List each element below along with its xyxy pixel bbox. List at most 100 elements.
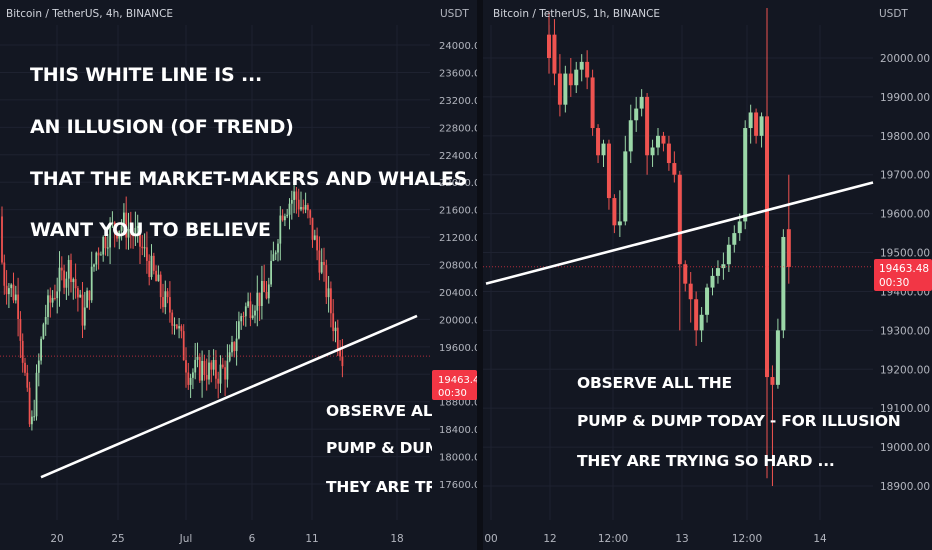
left-candle-body: [88, 290, 91, 301]
left-time-axis[interactable]: 20 25 Jul 6 11 18: [50, 533, 403, 545]
left-candle-body: [1, 216, 3, 263]
right-chart-panel[interactable]: 20000.00 19900.00 19800.00 19700.00 19600.00…: [483, 0, 932, 550]
left-candle-body: [173, 324, 176, 326]
left-candle-body: [102, 236, 105, 255]
left-candle-body: [70, 260, 72, 283]
left-chart-canvas[interactable]: 24000.00 23600.00 23200.00 22800.00 22400.00…: [0, 0, 477, 550]
right-candle-body: [688, 283, 693, 300]
right-trendline[interactable]: [485, 181, 874, 285]
left-candle-body: [109, 223, 111, 248]
left-candle-body: [162, 297, 164, 308]
left-candle-body: [334, 327, 337, 332]
left-candle-body: [254, 310, 256, 316]
left-candle-body: [35, 372, 38, 417]
right-y-tick-label: 19000.00: [880, 442, 930, 454]
left-trendline[interactable]: [40, 314, 418, 479]
left-candle-body: [307, 204, 309, 211]
left-candle-body: [42, 324, 45, 339]
left-candle-body: [341, 356, 344, 367]
left-candle-body: [332, 313, 335, 332]
left-candle-body: [148, 260, 151, 277]
right-candle-body: [596, 128, 601, 156]
right-price-axis[interactable]: 20000.00 19900.00 19800.00 19700.00 19600.00…: [880, 53, 930, 493]
left-candle-body: [169, 297, 171, 313]
right-candle-body: [710, 275, 715, 288]
left-candle-body: [123, 212, 125, 226]
left-candle-body: [267, 284, 270, 299]
right-chart-title: Bitcoin / TetherUS, 1h, BINANCE: [493, 8, 660, 20]
left-price-axis[interactable]: 24000.00 23600.00 23200.00 22800.00 22400.00…: [439, 41, 477, 491]
right-candle-body: [732, 233, 737, 245]
left-candle-body: [164, 291, 167, 308]
left-candle-body: [139, 226, 141, 247]
left-candle-body: [17, 294, 19, 320]
right-x-tick-label: 00: [484, 533, 497, 545]
right-y-tick-label: 19300.00: [880, 325, 930, 337]
right-grid: [483, 25, 873, 520]
left-candle-body: [198, 356, 201, 381]
left-candle-body: [330, 288, 332, 314]
right-candle-body: [781, 236, 786, 331]
left-candle-body: [286, 214, 289, 217]
left-candle-body: [192, 372, 194, 378]
right-chart-canvas[interactable]: 20000.00 19900.00 19800.00 19700.00 19600.00…: [483, 0, 932, 550]
left-candle-body: [247, 301, 249, 307]
left-candle-body: [24, 362, 26, 373]
left-candle-body: [309, 210, 312, 218]
left-currency-label: USDT: [440, 8, 469, 20]
left-candle-body: [224, 367, 226, 380]
left-chart-title: Bitcoin / TetherUS, 4h, BINANCE: [6, 8, 173, 20]
left-candle-body: [274, 252, 277, 255]
right-price-tag-time: 00:30: [879, 277, 909, 289]
right-candle-body: [754, 112, 759, 136]
left-candle-body: [221, 364, 224, 368]
left-candle-body: [297, 199, 300, 210]
right-candle-body: [552, 34, 557, 74]
left-candle-body: [279, 215, 282, 244]
right-candle-body: [715, 268, 720, 276]
right-candle-body: [617, 221, 622, 226]
left-candle-body: [116, 231, 118, 239]
right-annotation-2: PUMP & DUMP TODAY - FOR ILLUSION: [577, 412, 901, 430]
right-time-axis[interactable]: 00 12 12:00 13 12:00 14: [484, 533, 827, 545]
left-candle-body: [49, 295, 52, 303]
right-candle-body: [656, 135, 660, 148]
right-y-tick-label: 19200.00: [880, 364, 930, 376]
left-candle-body: [212, 360, 215, 370]
panel-divider[interactable]: [477, 0, 483, 550]
left-candle-body: [203, 360, 206, 375]
left-candle-body: [125, 212, 128, 238]
left-chart-panel[interactable]: 24000.00 23600.00 23200.00 22800.00 22400.00…: [0, 0, 477, 550]
left-y-tick-label: 20800.00: [439, 261, 477, 272]
left-candle-body: [5, 285, 8, 295]
left-candle-body: [284, 216, 286, 221]
left-candle-body: [8, 288, 10, 295]
left-candle-body: [90, 266, 93, 301]
left-candle-body: [210, 362, 213, 370]
left-candle-body: [302, 207, 305, 210]
right-candle-body: [650, 147, 655, 156]
left-candle-body: [28, 387, 31, 425]
right-candle-body: [666, 143, 671, 164]
right-candle-body: [623, 151, 628, 222]
left-candle-body: [67, 260, 70, 279]
left-candle-body: [134, 227, 137, 237]
right-price-tag: 19463.48 00:30: [874, 259, 932, 291]
left-candle-body: [265, 291, 268, 299]
left-candle-body: [175, 324, 178, 329]
left-y-tick-label: 19600.00: [439, 343, 477, 354]
left-y-tick-label: 22000.00: [439, 178, 477, 189]
right-y-tick-label: 20000.00: [880, 53, 930, 65]
left-candle-body: [270, 260, 272, 285]
left-candle-body: [171, 312, 174, 326]
left-y-tick-label: 18000.00: [439, 453, 477, 464]
annotation-line-2: AN ILLUSION (OF TREND): [30, 116, 294, 138]
right-candle-body: [721, 264, 726, 269]
left-candle-body: [63, 270, 65, 288]
right-candle-body: [786, 229, 791, 267]
left-candle-body: [261, 280, 263, 306]
right-price-tag-value: 19463.48: [879, 263, 929, 275]
left-x-tick-label: Jul: [179, 533, 193, 545]
left-y-tick-label: 18400.00: [439, 425, 477, 436]
right-candle-body: [547, 34, 551, 58]
